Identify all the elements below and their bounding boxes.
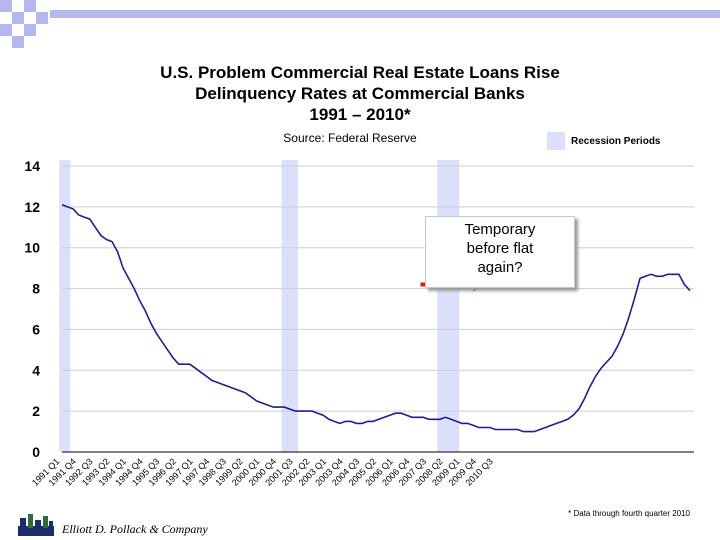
annotation-line-3: again?: [477, 259, 523, 276]
recession-band-1: [59, 160, 71, 452]
legend-swatch: [547, 132, 565, 150]
company-name: Elliott D. Pollack & Company: [62, 522, 208, 536]
company-logo: [18, 514, 54, 536]
title-line-3: 1991 – 2010*: [309, 105, 411, 124]
recession-band-2: [281, 160, 299, 452]
legend: Recession Periods: [547, 132, 660, 150]
title-line-2: Delinquency Rates at Commercial Banks: [195, 84, 525, 103]
header-bar: [50, 10, 720, 18]
y-tick-label-6: 6: [32, 321, 40, 337]
y-tick-label-4: 4: [32, 362, 40, 378]
source-label: Source: Federal Reserve: [283, 131, 417, 145]
footnote: * Data through fourth quarter 2010: [568, 509, 690, 518]
chart-title: U.S. Problem Commercial Real Estate Loan…: [60, 62, 660, 125]
y-tick-label-12: 12: [24, 199, 40, 215]
y-tick-label-2: 2: [32, 403, 40, 419]
y-tick-label-8: 8: [32, 281, 40, 297]
title-line-1: U.S. Problem Commercial Real Estate Loan…: [160, 63, 560, 82]
y-axis-labels: 0 2 4 6 8 10 12 14: [24, 158, 40, 460]
header-decoration: [0, 0, 720, 48]
y-tick-label-0: 0: [32, 444, 40, 460]
gridlines: [62, 165, 694, 412]
series-line-delinquency-rate: [61, 204, 691, 433]
y-tick-label-14: 14: [24, 158, 40, 174]
recession-bands: [59, 160, 460, 452]
recession-band-3: [437, 160, 460, 452]
legend-label: Recession Periods: [571, 135, 661, 147]
corner-squares: [0, 0, 48, 48]
annotation-line-2: before flat: [466, 240, 534, 257]
annotation-line-1: Temporary: [464, 221, 536, 238]
annotation-callout: Temporary before flat again?: [425, 216, 575, 288]
y-tick-label-10: 10: [24, 240, 40, 256]
